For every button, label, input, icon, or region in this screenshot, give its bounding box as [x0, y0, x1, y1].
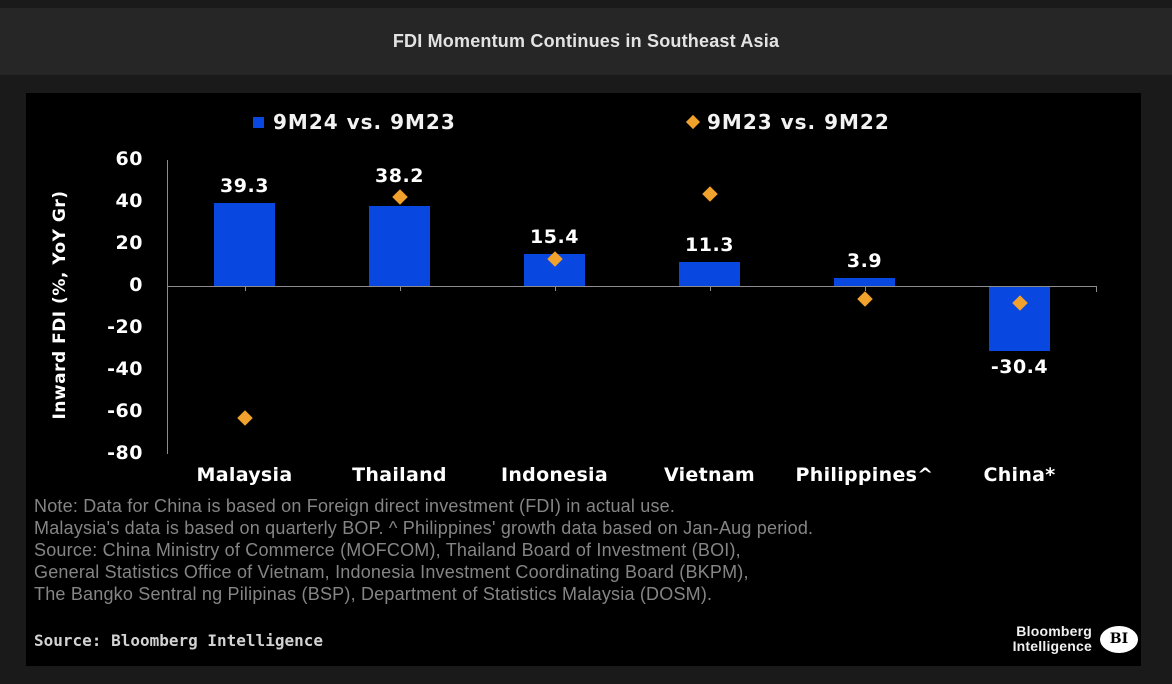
x-category-label: Malaysia [196, 464, 293, 486]
title-bar: FDI Momentum Continues in Southeast Asia [0, 8, 1172, 75]
bar-value-label: 39.3 [220, 175, 269, 198]
x-category-label: Philippines^ [795, 464, 934, 486]
y-tick-label: -80 [107, 442, 143, 464]
bar-value-label: 3.9 [846, 249, 883, 272]
footnote-line: Note: Data for China is based on Foreign… [34, 496, 676, 516]
bar [834, 277, 895, 286]
y-tick-label: -40 [107, 358, 143, 380]
legend-item-bar-series: 9M24 vs. 9M23 [253, 109, 456, 135]
orange-diamond-swatch-icon [685, 114, 701, 130]
category-tick [399, 286, 401, 291]
y-tick-label: -20 [107, 316, 143, 338]
category-tick [554, 286, 556, 291]
category-tick [244, 286, 246, 291]
footnotes: Note: Data for China is based on Foreign… [34, 495, 813, 605]
chart-title: FDI Momentum Continues in Southeast Asia [392, 31, 780, 51]
footnote-line: The Bangko Sentral ng Pilipinas (BSP), D… [34, 584, 713, 604]
bar-value-label: 15.4 [530, 225, 579, 248]
diamond-marker [391, 188, 408, 205]
category-tick [709, 286, 711, 291]
diamond-marker [236, 410, 253, 427]
legend-label-diamond-series: 9M23 vs. 9M22 [707, 110, 890, 134]
bar-value-label: 11.3 [685, 234, 734, 257]
bloomberg-intelligence-logo: Bloomberg Intelligence BI [1013, 624, 1138, 654]
zero-axis-line [167, 286, 1097, 287]
diamond-marker [701, 185, 718, 202]
logo-line-intelligence: Intelligence [1012, 638, 1092, 654]
x-category-label: Vietnam [663, 464, 756, 486]
footnote-line: General Statistics Office of Vietnam, In… [34, 562, 749, 582]
plot-area: 60 40 20 0 -20 -40 -60 -80 Malaysia 39.3 Thailand 3… [107, 148, 1097, 486]
bar [679, 262, 740, 286]
x-category-label: China* [983, 464, 1056, 486]
x-category-label: Indonesia [500, 464, 608, 486]
logo-line-bloomberg: Bloomberg [1016, 623, 1092, 639]
category-tick [864, 286, 866, 291]
x-category-label: Thailand [352, 464, 447, 486]
footnote-line: Source: China Ministry of Commerce (MOFC… [34, 540, 741, 560]
source-line: Source: Bloomberg Intelligence [34, 631, 323, 650]
chart-panel: 9M24 vs. 9M23 9M23 vs. 9M22 Inward FDI (… [26, 93, 1141, 666]
bar-value-label: 38.2 [375, 164, 424, 187]
zero-axis-end-tick [1096, 286, 1097, 292]
footnote-line: Malaysia's data is based on quarterly BO… [34, 518, 814, 538]
bloomberg-intelligence-wordmark: Bloomberg Intelligence [1013, 624, 1092, 654]
y-axis-title: Inward FDI (%, YoY Gr) [50, 190, 70, 420]
y-tick-label: 60 [115, 148, 143, 170]
bar-value-label: -30.4 [990, 355, 1049, 378]
bi-badge-icon: BI [1100, 625, 1138, 653]
y-tick-label: 0 [129, 274, 143, 296]
diamond-marker [856, 290, 873, 307]
y-axis-line [167, 160, 168, 454]
legend-item-diamond-series: 9M23 vs. 9M22 [685, 109, 890, 135]
bar [214, 203, 275, 286]
legend-label-bar-series: 9M24 vs. 9M23 [273, 110, 456, 134]
bar [369, 205, 430, 286]
blue-square-swatch-icon [253, 116, 264, 128]
y-tick-label: -60 [107, 400, 143, 422]
y-tick-label: 20 [115, 232, 143, 254]
y-tick-label: 40 [115, 190, 143, 212]
